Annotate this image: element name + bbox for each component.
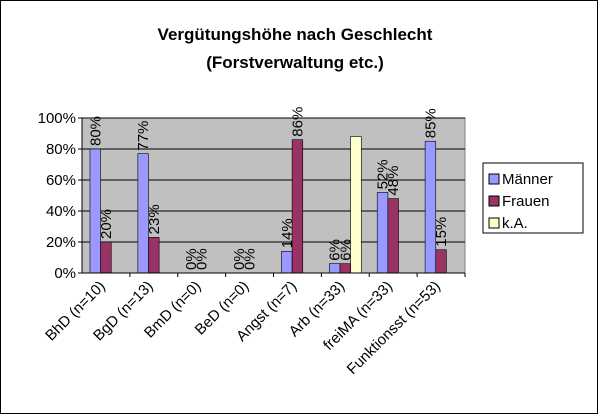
data-label: 23%: [146, 204, 163, 234]
y-tick-label: 20%: [46, 234, 76, 251]
data-label: 0%: [194, 248, 211, 270]
y-tick-label: 100%: [38, 110, 76, 127]
bar: [350, 136, 362, 274]
data-label: 6%: [337, 239, 354, 261]
bar: [148, 237, 160, 274]
data-label: 86%: [289, 107, 306, 137]
data-label: 77%: [135, 121, 152, 151]
data-label: 52%: [375, 159, 392, 189]
bar: [424, 140, 437, 274]
chart-subtitle: (Forstverwaltung etc.): [206, 53, 384, 72]
y-tick-label: 40%: [46, 203, 76, 220]
data-label: 48%: [385, 166, 402, 196]
legend-swatch: [488, 195, 500, 207]
y-tick-label: 80%: [46, 141, 76, 158]
chart-title: Vergütungshöhe nach Geschlecht: [158, 25, 433, 44]
legend-label: Frauen: [502, 193, 550, 210]
bar: [329, 263, 341, 274]
y-tick-label: 0%: [54, 265, 76, 282]
bar: [100, 241, 112, 274]
data-label: 85%: [422, 108, 439, 138]
bar: [339, 263, 351, 274]
legend-label: Männer: [502, 171, 553, 188]
data-label: 0%: [183, 248, 200, 270]
bar: [376, 192, 389, 274]
legend-swatch: [488, 173, 500, 185]
data-label: 20%: [98, 209, 115, 239]
data-label: 6%: [327, 239, 344, 261]
y-tick-label: 60%: [46, 172, 76, 189]
bar: [291, 139, 304, 274]
bar: [387, 198, 399, 274]
bar: [281, 251, 293, 274]
legend: [482, 162, 584, 234]
legend-label: k.A.: [502, 215, 528, 232]
data-label: 15%: [433, 217, 450, 247]
data-label: 0%: [231, 248, 248, 270]
data-label: 80%: [87, 116, 104, 146]
data-label: 0%: [242, 248, 259, 270]
legend-swatch: [488, 217, 500, 229]
bar: [435, 249, 447, 274]
data-label: 14%: [279, 218, 296, 248]
